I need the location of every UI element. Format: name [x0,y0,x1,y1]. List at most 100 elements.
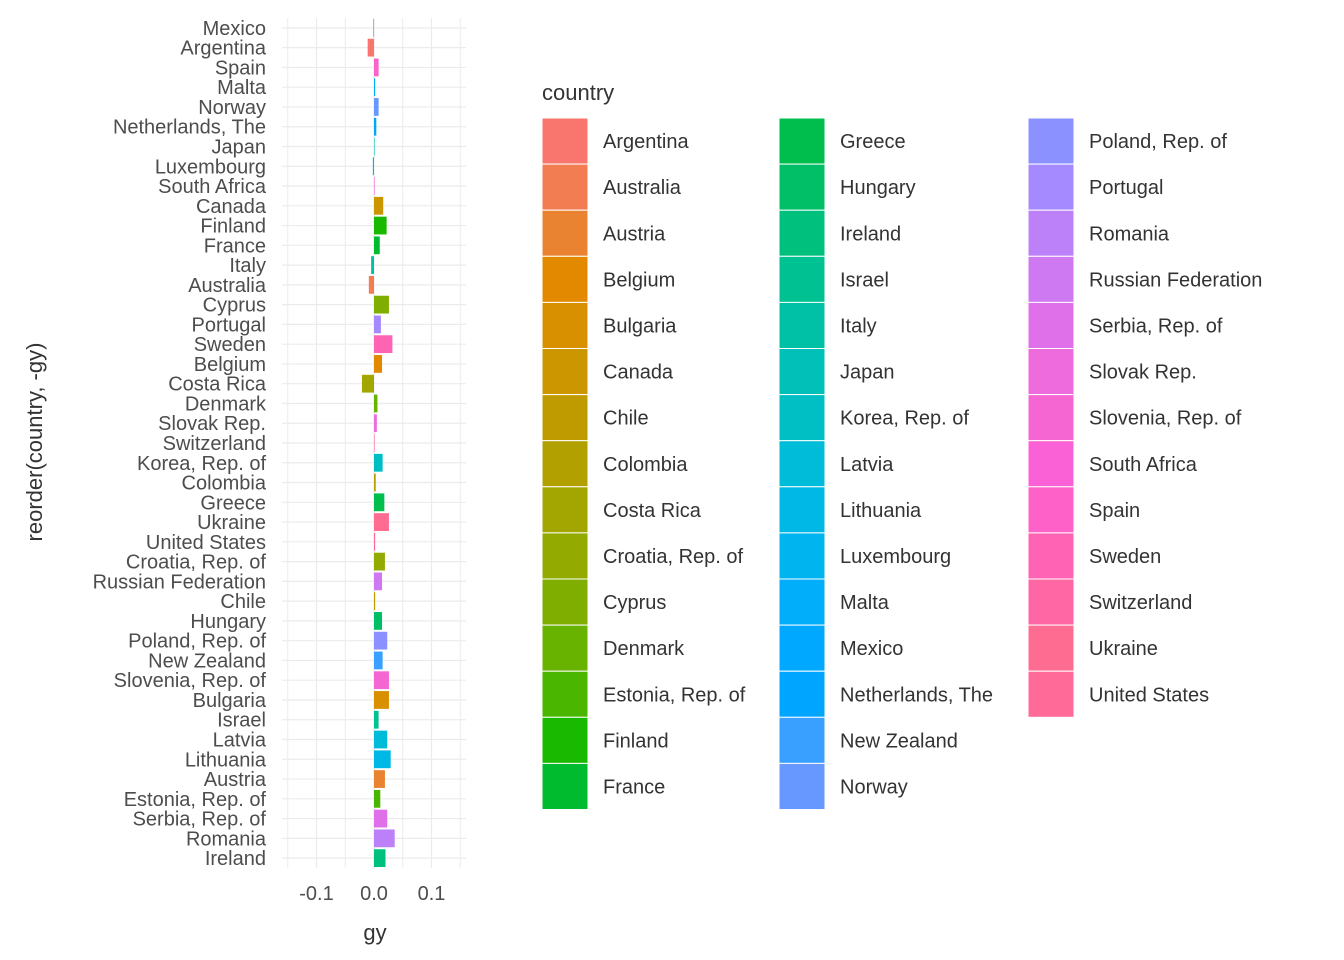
legend-key [541,301,589,349]
legend-label: Chile [603,408,649,430]
y-tick-label: Norway [198,97,266,119]
legend-key [778,255,826,303]
legend-key [541,255,589,303]
legend-key [541,486,589,534]
legend-label: Cyprus [603,592,666,614]
bar [374,78,376,97]
y-tick-label: Hungary [190,611,266,633]
y-tick-label: Colombia [182,473,267,495]
legend-label: Belgium [603,269,675,291]
y-tick-label: Argentina [180,38,266,60]
legend-label: Slovenia, Rep. of [1089,408,1242,430]
bar [374,473,376,492]
bar [374,335,393,354]
bar [374,394,378,413]
legend-key [1027,670,1075,718]
legend-label: Japan [840,362,895,384]
y-tick-label: Finland [200,216,266,238]
y-tick-label: Croatia, Rep. of [126,552,267,574]
legend-key [1027,301,1075,349]
bar [374,58,379,77]
y-tick-label: United States [146,532,266,554]
legend-key [541,532,589,580]
legend-key [1027,440,1075,488]
y-tick-label: Canada [196,196,267,218]
bar [374,651,383,670]
bar [372,157,374,176]
bar [374,612,383,630]
legend-label: Latvia [840,454,894,476]
legend-label: Bulgaria [603,315,677,337]
bar [374,177,375,195]
legend-label: Estonia, Rep. of [603,684,746,706]
y-tick-label: Spain [215,57,266,79]
bar [374,98,379,116]
y-tick-label: Italy [229,255,266,277]
legend-label: Netherlands, The [840,684,993,706]
x-tick-labels: -0.1 0.0 0.1 [299,883,445,905]
legend-key [778,716,826,764]
legend-key [541,578,589,626]
bar [374,315,381,334]
legend-key [778,209,826,257]
y-tick-label: Chile [220,591,266,613]
legend-label: Costa Rica [603,500,702,522]
legend-key [778,486,826,534]
bar [374,552,385,571]
bar [374,750,391,769]
bar [374,117,377,136]
y-tick-label: Sweden [194,334,266,356]
y-tick-label: Cyprus [203,295,266,317]
legend-label: Ireland [840,223,901,245]
y-tick-label: Bulgaria [193,690,267,712]
legend-title: country [542,80,614,105]
legend-label: Austria [603,223,666,245]
legend-label: Luxembourg [840,546,951,568]
bar [374,789,381,808]
bar [374,295,389,314]
legend-label: South Africa [1089,454,1198,476]
legend-label: Canada [603,362,674,384]
y-tick-label: Netherlands, The [113,117,266,139]
bar [374,730,388,749]
legend-label: Switzerland [1089,592,1192,614]
legend-key [1027,486,1075,534]
legend-key [541,209,589,257]
bar [374,572,383,591]
y-tick-label: Switzerland [163,433,266,455]
bar [374,532,376,551]
legend-label: France [603,776,665,798]
bar [374,216,387,235]
legend-label: Mexico [840,638,903,660]
legend-key [778,348,826,396]
bar [374,355,383,373]
legend-key [778,394,826,442]
legend-key [1027,209,1075,257]
bar [368,275,374,294]
legend-key [541,163,589,211]
legend-key [1027,532,1075,580]
y-tick-label: Slovak Rep. [158,413,266,435]
legend-key [778,440,826,488]
legend-label: Italy [840,315,877,337]
legend-key [778,532,826,580]
legend: country Argentina Australia Austria Belgium… [541,80,1262,811]
y-tick-label: Ireland [205,848,266,870]
y-tick-label: Costa Rica [168,374,267,396]
bar [373,18,375,37]
y-tick-label: Portugal [192,314,267,336]
y-tick-label: Latvia [213,730,267,752]
legend-label: Colombia [603,454,688,476]
y-tick-label: Malta [217,77,267,99]
bar [371,256,374,274]
bar [374,414,377,433]
legend-key [1027,578,1075,626]
legend-key [778,163,826,211]
legend-label: Israel [840,269,889,291]
legend-label: Argentina [603,131,689,153]
legend-label: Slovak Rep. [1089,362,1197,384]
y-tick-label: Serbia, Rep. of [133,809,267,831]
legend-label: Finland [603,730,669,752]
legend-label: Portugal [1089,177,1164,199]
legend-label: Ukraine [1089,638,1158,660]
